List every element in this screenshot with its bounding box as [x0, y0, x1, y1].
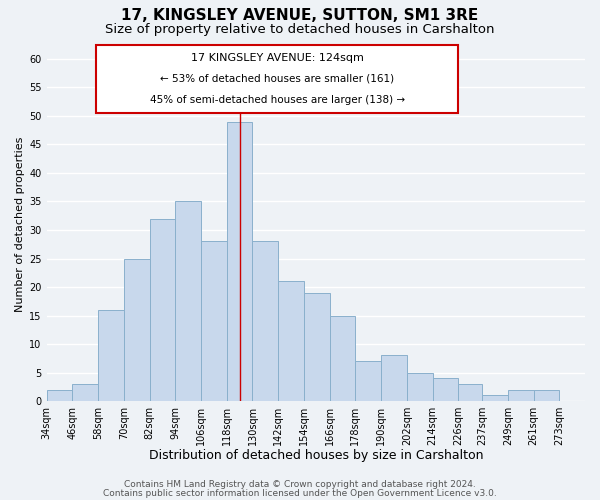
Bar: [227, 122, 253, 401]
Bar: [533, 390, 559, 401]
Bar: [508, 390, 533, 401]
Bar: [330, 316, 355, 401]
Bar: [407, 372, 433, 401]
Text: Contains public sector information licensed under the Open Government Licence v3: Contains public sector information licen…: [103, 488, 497, 498]
Text: 17 KINGSLEY AVENUE: 124sqm: 17 KINGSLEY AVENUE: 124sqm: [191, 53, 364, 63]
Y-axis label: Number of detached properties: Number of detached properties: [15, 136, 25, 312]
Bar: [482, 396, 508, 401]
Bar: [304, 292, 330, 401]
Bar: [47, 390, 72, 401]
Text: ← 53% of detached houses are smaller (161): ← 53% of detached houses are smaller (16…: [160, 73, 394, 83]
Bar: [433, 378, 458, 401]
Text: 17, KINGSLEY AVENUE, SUTTON, SM1 3RE: 17, KINGSLEY AVENUE, SUTTON, SM1 3RE: [121, 8, 479, 22]
Bar: [278, 282, 304, 401]
Bar: [124, 258, 149, 401]
Bar: [175, 202, 201, 401]
FancyBboxPatch shape: [96, 44, 458, 113]
Bar: [381, 356, 407, 401]
Bar: [149, 218, 175, 401]
Bar: [253, 242, 278, 401]
Text: Size of property relative to detached houses in Carshalton: Size of property relative to detached ho…: [105, 22, 495, 36]
Bar: [458, 384, 482, 401]
Text: 45% of semi-detached houses are larger (138) →: 45% of semi-detached houses are larger (…: [149, 95, 405, 105]
X-axis label: Distribution of detached houses by size in Carshalton: Distribution of detached houses by size …: [149, 450, 483, 462]
Bar: [72, 384, 98, 401]
Bar: [201, 242, 227, 401]
Bar: [355, 361, 381, 401]
Bar: [98, 310, 124, 401]
Text: Contains HM Land Registry data © Crown copyright and database right 2024.: Contains HM Land Registry data © Crown c…: [124, 480, 476, 489]
